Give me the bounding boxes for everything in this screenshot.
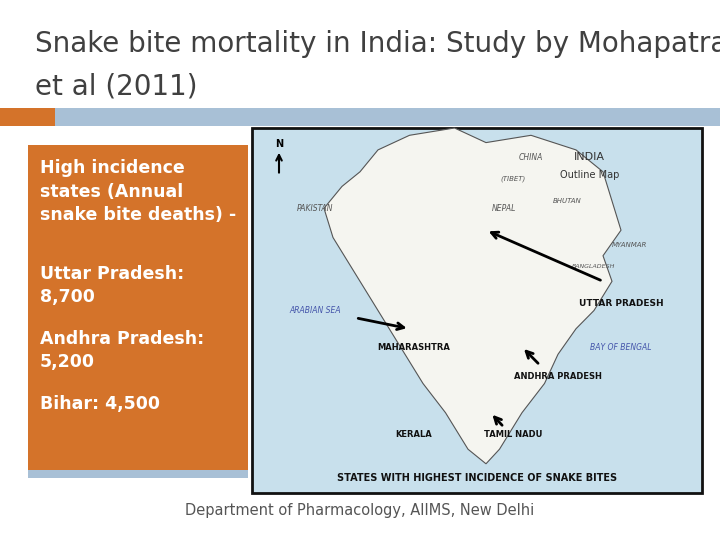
Bar	[0, 108, 55, 126]
Text: Andhra Pradesh:
5,200: Andhra Pradesh: 5,200	[40, 330, 204, 371]
Text: INDIA: INDIA	[574, 152, 605, 162]
Text: BHUTAN: BHUTAN	[553, 198, 581, 204]
Text: TAMIL NADU: TAMIL NADU	[484, 430, 542, 439]
Text: UTTAR PRADESH: UTTAR PRADESH	[579, 299, 663, 308]
Bar	[55, 108, 720, 126]
Text: KERALA: KERALA	[395, 430, 433, 439]
Text: BAY OF BENGAL: BAY OF BENGAL	[590, 342, 652, 352]
Text: BANGLADESH: BANGLADESH	[572, 264, 616, 269]
Text: Snake bite mortality in India: Study by Mohapatra: Snake bite mortality in India: Study by …	[35, 30, 720, 58]
Text: (TIBET): (TIBET)	[500, 176, 526, 183]
Text: High incidence
states (Annual
snake bite deaths) -: High incidence states (Annual snake bite…	[40, 159, 236, 224]
Text: ANDHRA PRADESH: ANDHRA PRADESH	[514, 372, 602, 381]
Polygon shape	[324, 128, 621, 464]
Bar	[28, 470, 248, 478]
Text: ARABIAN SEA: ARABIAN SEA	[289, 306, 341, 315]
Text: Department of Pharmacology, AIIMS, New Delhi: Department of Pharmacology, AIIMS, New D…	[185, 503, 535, 518]
Text: STATES WITH HIGHEST INCIDENCE OF SNAKE BITES: STATES WITH HIGHEST INCIDENCE OF SNAKE B…	[337, 473, 617, 483]
Text: NEPAL: NEPAL	[492, 204, 516, 213]
Text: Uttar Pradesh:
8,700: Uttar Pradesh: 8,700	[40, 265, 184, 306]
Bar	[252, 128, 702, 493]
Bar	[28, 145, 248, 470]
Text: et al (2011): et al (2011)	[35, 72, 197, 100]
Text: CHINA: CHINA	[519, 153, 543, 161]
Text: MAHARASHTRA: MAHARASHTRA	[377, 342, 451, 352]
Text: MYANMAR: MYANMAR	[612, 242, 648, 248]
Text: N: N	[275, 139, 283, 150]
Text: Bihar: 4,500: Bihar: 4,500	[40, 395, 160, 413]
Text: Outline Map: Outline Map	[560, 171, 619, 180]
Text: PAKISTAN: PAKISTAN	[297, 204, 333, 213]
